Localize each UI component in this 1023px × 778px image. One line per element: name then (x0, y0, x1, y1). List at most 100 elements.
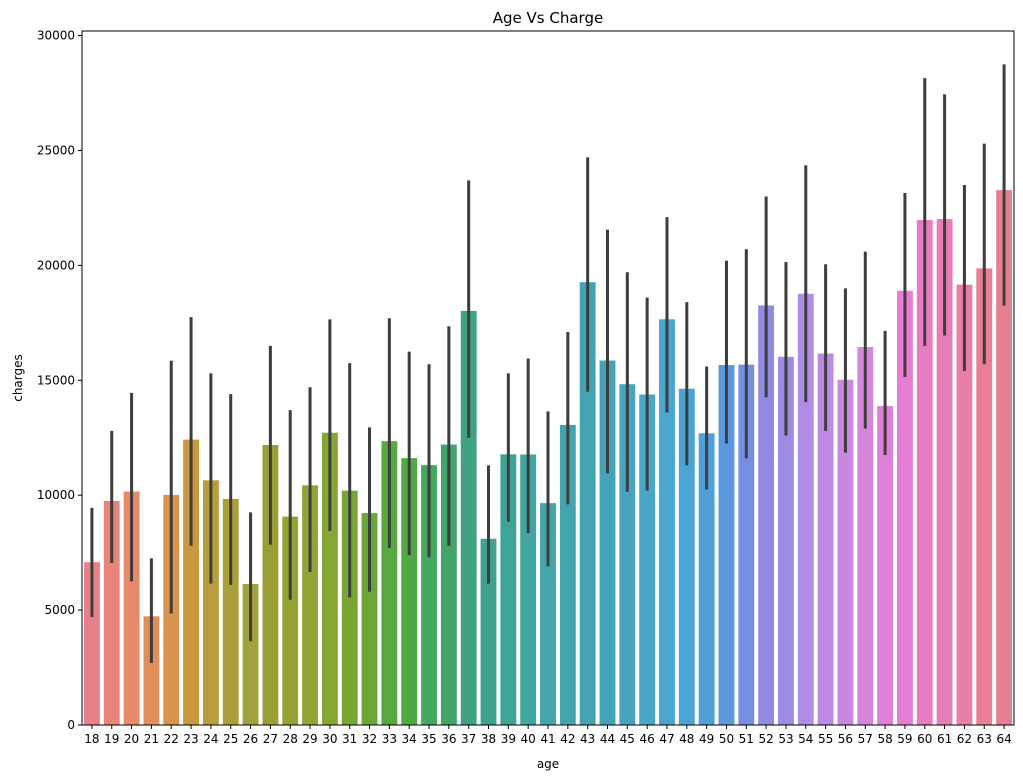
x-tick-label-43: 43 (580, 732, 595, 746)
x-tick-label-64: 64 (996, 732, 1011, 746)
bar-age-40 (520, 454, 537, 725)
x-tick-label-46: 46 (640, 732, 655, 746)
y-tick-label-30000: 30000 (37, 29, 75, 43)
x-tick-label-62: 62 (957, 732, 972, 746)
y-tick-label-5000: 5000 (44, 603, 75, 617)
bar-age-28 (282, 516, 299, 725)
x-tick-label-53: 53 (778, 732, 793, 746)
x-tick-label-45: 45 (620, 732, 635, 746)
bars-layer (83, 190, 1013, 726)
bar-age-23 (183, 439, 199, 725)
bar-age-42 (559, 424, 576, 725)
x-tick-label-58: 58 (877, 732, 892, 746)
bar-age-37 (460, 310, 477, 725)
bar-age-52 (758, 305, 775, 725)
bar-age-58 (877, 406, 894, 725)
x-tick-label-18: 18 (84, 732, 99, 746)
bar-age-64 (996, 190, 1013, 725)
x-tick-label-20: 20 (124, 732, 139, 746)
x-tick-label-39: 39 (501, 732, 516, 746)
x-tick-label-33: 33 (382, 732, 397, 746)
x-tick-label-60: 60 (917, 732, 932, 746)
x-tick-label-55: 55 (818, 732, 833, 746)
bar-age-59 (897, 290, 913, 725)
y-tick-label-15000: 15000 (37, 373, 75, 387)
x-tick-label-51: 51 (739, 732, 754, 746)
bar-age-62 (956, 284, 973, 725)
bar-age-45 (619, 384, 636, 725)
x-tick-label-50: 50 (719, 732, 734, 746)
bar-age-30 (321, 432, 338, 725)
y-tick-label-0: 0 (67, 718, 75, 732)
x-tick-label-54: 54 (798, 732, 813, 746)
bar-age-43 (579, 282, 596, 725)
bar-age-39 (500, 454, 517, 725)
x-tick-label-37: 37 (461, 732, 476, 746)
bar-age-38 (480, 538, 497, 725)
x-tick-label-27: 27 (263, 732, 278, 746)
x-tick-label-25: 25 (223, 732, 238, 746)
bar-age-19 (103, 501, 120, 725)
x-tick-label-44: 44 (600, 732, 615, 746)
y-tick-label-25000: 25000 (37, 143, 75, 157)
bar-age-26 (242, 584, 259, 725)
x-tick-label-23: 23 (183, 732, 198, 746)
x-tick-label-49: 49 (699, 732, 714, 746)
y-axis: 0 5000 10000 15000 20000 25000 30000 (37, 29, 82, 732)
bar-age-48 (678, 388, 695, 725)
y-tick-label-20000: 20000 (37, 258, 75, 272)
x-tick-label-38: 38 (481, 732, 496, 746)
bar-age-34 (401, 458, 418, 725)
x-tick-label-34: 34 (402, 732, 417, 746)
bar-age-60 (916, 219, 933, 726)
bar-age-55 (817, 353, 834, 725)
bar-age-25 (222, 498, 239, 725)
y-axis-label: charges (11, 354, 25, 402)
x-tick-label-56: 56 (838, 732, 853, 746)
x-tick-label-22: 22 (164, 732, 179, 746)
bar-age-36 (440, 444, 457, 725)
bar-age-31 (341, 490, 358, 725)
x-tick-label-32: 32 (362, 732, 377, 746)
bar-age-29 (302, 485, 318, 725)
bar-age-54 (797, 293, 814, 725)
x-tick-label-30: 30 (322, 732, 337, 746)
x-tick-label-61: 61 (937, 732, 952, 746)
bar-age-51 (738, 364, 755, 725)
bar-age-61 (936, 219, 953, 725)
x-tick-label-59: 59 (897, 732, 912, 746)
x-axis-label: age (537, 757, 559, 771)
bar-age-56 (837, 379, 854, 725)
bar-age-20 (123, 491, 140, 725)
bar-age-21 (143, 616, 160, 725)
x-tick-label-63: 63 (977, 732, 992, 746)
x-tick-label-35: 35 (421, 732, 436, 746)
y-tick-label-10000: 10000 (37, 488, 75, 502)
x-tick-label-42: 42 (560, 732, 575, 746)
bar-age-32 (361, 513, 378, 725)
bar-age-27 (262, 445, 279, 725)
x-tick-label-52: 52 (758, 732, 773, 746)
x-tick-label-28: 28 (283, 732, 298, 746)
bar-age-24 (202, 480, 219, 725)
x-tick-label-47: 47 (659, 732, 674, 746)
bar-age-46 (639, 394, 656, 725)
bar-age-49 (698, 433, 715, 725)
plot-frame (81, 30, 1015, 726)
x-axis: 18 19 20 21 22 23 24 25 26 27 28 29 30 31 32 33 34 35 36 37… (84, 725, 1012, 746)
x-tick-label-26: 26 (243, 732, 258, 746)
x-tick-label-29: 29 (302, 732, 317, 746)
bar-age-53 (778, 356, 794, 725)
x-tick-label-24: 24 (203, 732, 218, 746)
x-tick-label-40: 40 (521, 732, 536, 746)
bar-age-44 (599, 360, 616, 725)
bar-age-47 (659, 319, 675, 725)
bar-age-41 (540, 503, 556, 725)
x-tick-label-41: 41 (540, 732, 555, 746)
bar-age-33 (381, 441, 398, 725)
bar-age-18 (83, 562, 100, 725)
bar-age-50 (718, 365, 735, 725)
bar-age-35 (421, 465, 437, 725)
bar-age-63 (976, 268, 993, 725)
